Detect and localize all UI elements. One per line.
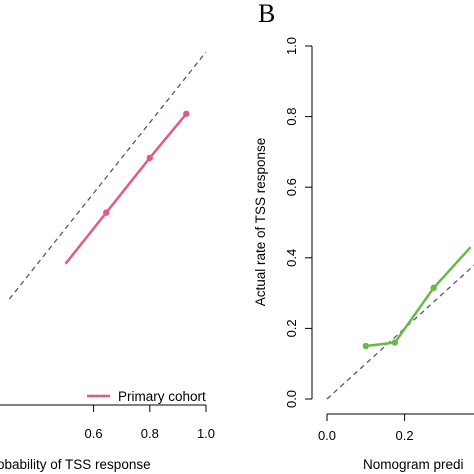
panel-b-x-tick-label: 0.2 [396,428,414,443]
panel-a-x-ticks: 0.6 0.8 1.0 [85,405,215,441]
panel-b-x-ticks: 0.0 0.2 [318,414,414,443]
panel-a-data-point [183,110,190,117]
panel-a-legend: Primary cohort [87,389,206,404]
panel-b-y-tick-label: 0.8 [284,108,299,126]
panel-a-x-axis-title: obability of TSS response [0,457,151,472]
panel-a-x-tick-label: 1.0 [197,426,215,441]
panel-b-data-point [362,342,369,350]
panel-b-series-line [365,246,472,348]
panel-a-x-tick-label: 0.8 [141,426,159,441]
panel-b-letter: B [258,0,275,28]
panel-b-data-point [391,339,399,346]
panel-b-y-tick-label: 0.4 [284,249,299,267]
panel-a-series [64,110,190,265]
panel-a-reference-line [8,51,207,300]
panel-b: B 0.0 0.2 0.4 0.6 0.8 1.0 0.0 0.2 Actual rate … [253,0,474,472]
panel-b-x-tick-label: 0.0 [318,428,336,443]
panel-a-data-point [146,154,153,162]
panel-a-series-line [64,112,188,265]
panel-b-y-tick-label: 1.0 [284,37,299,55]
panel-a-data-point [103,209,110,216]
panel-b-y-ticks: 0.0 0.2 0.4 0.6 0.8 1.0 [284,37,312,408]
panel-b-x-axis-title: Nomogram predi [363,457,464,472]
panel-b-data-point [430,284,437,292]
legend-label-primary-cohort: Primary cohort [118,389,206,404]
panel-b-y-axis-title: Actual rate of TSS response [253,138,268,307]
panel-b-y-tick-label: 0.2 [284,319,299,337]
panel-b-y-tick-label: 0.0 [284,390,299,408]
panel-b-series [362,246,472,350]
panel-a: 0.6 0.8 1.0 Primary cohort obability of TS… [0,51,215,472]
panel-b-reference-line [326,264,474,400]
panel-b-y-tick-label: 0.6 [284,178,299,196]
panel-a-x-tick-label: 0.6 [85,426,103,441]
